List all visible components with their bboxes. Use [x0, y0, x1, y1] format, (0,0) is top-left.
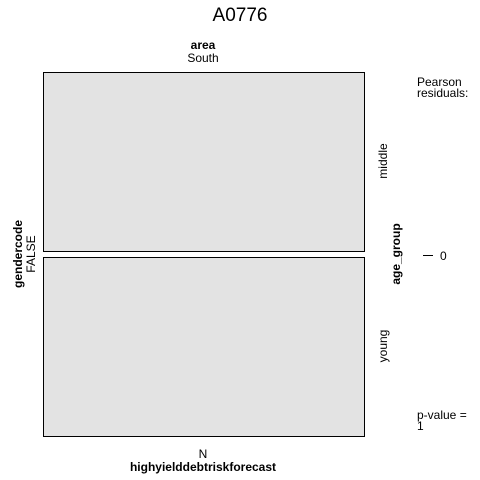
mosaic-tile-young: [43, 257, 365, 437]
mosaic-tile-middle: [43, 72, 365, 252]
chart-title: A0776: [212, 5, 268, 26]
bottom-variable-name: highyielddebtriskforecast: [129, 460, 277, 474]
bottom-variable-level: N: [198, 447, 208, 461]
pvalue-label: p-value = 1: [417, 408, 467, 433]
legend-tick-label: 0: [440, 249, 447, 263]
top-variable-name: area: [190, 38, 216, 52]
top-variable-level: South: [187, 51, 219, 65]
legend-title: Pearson residuals:: [417, 75, 469, 100]
legend-tick-mark: [423, 255, 433, 256]
